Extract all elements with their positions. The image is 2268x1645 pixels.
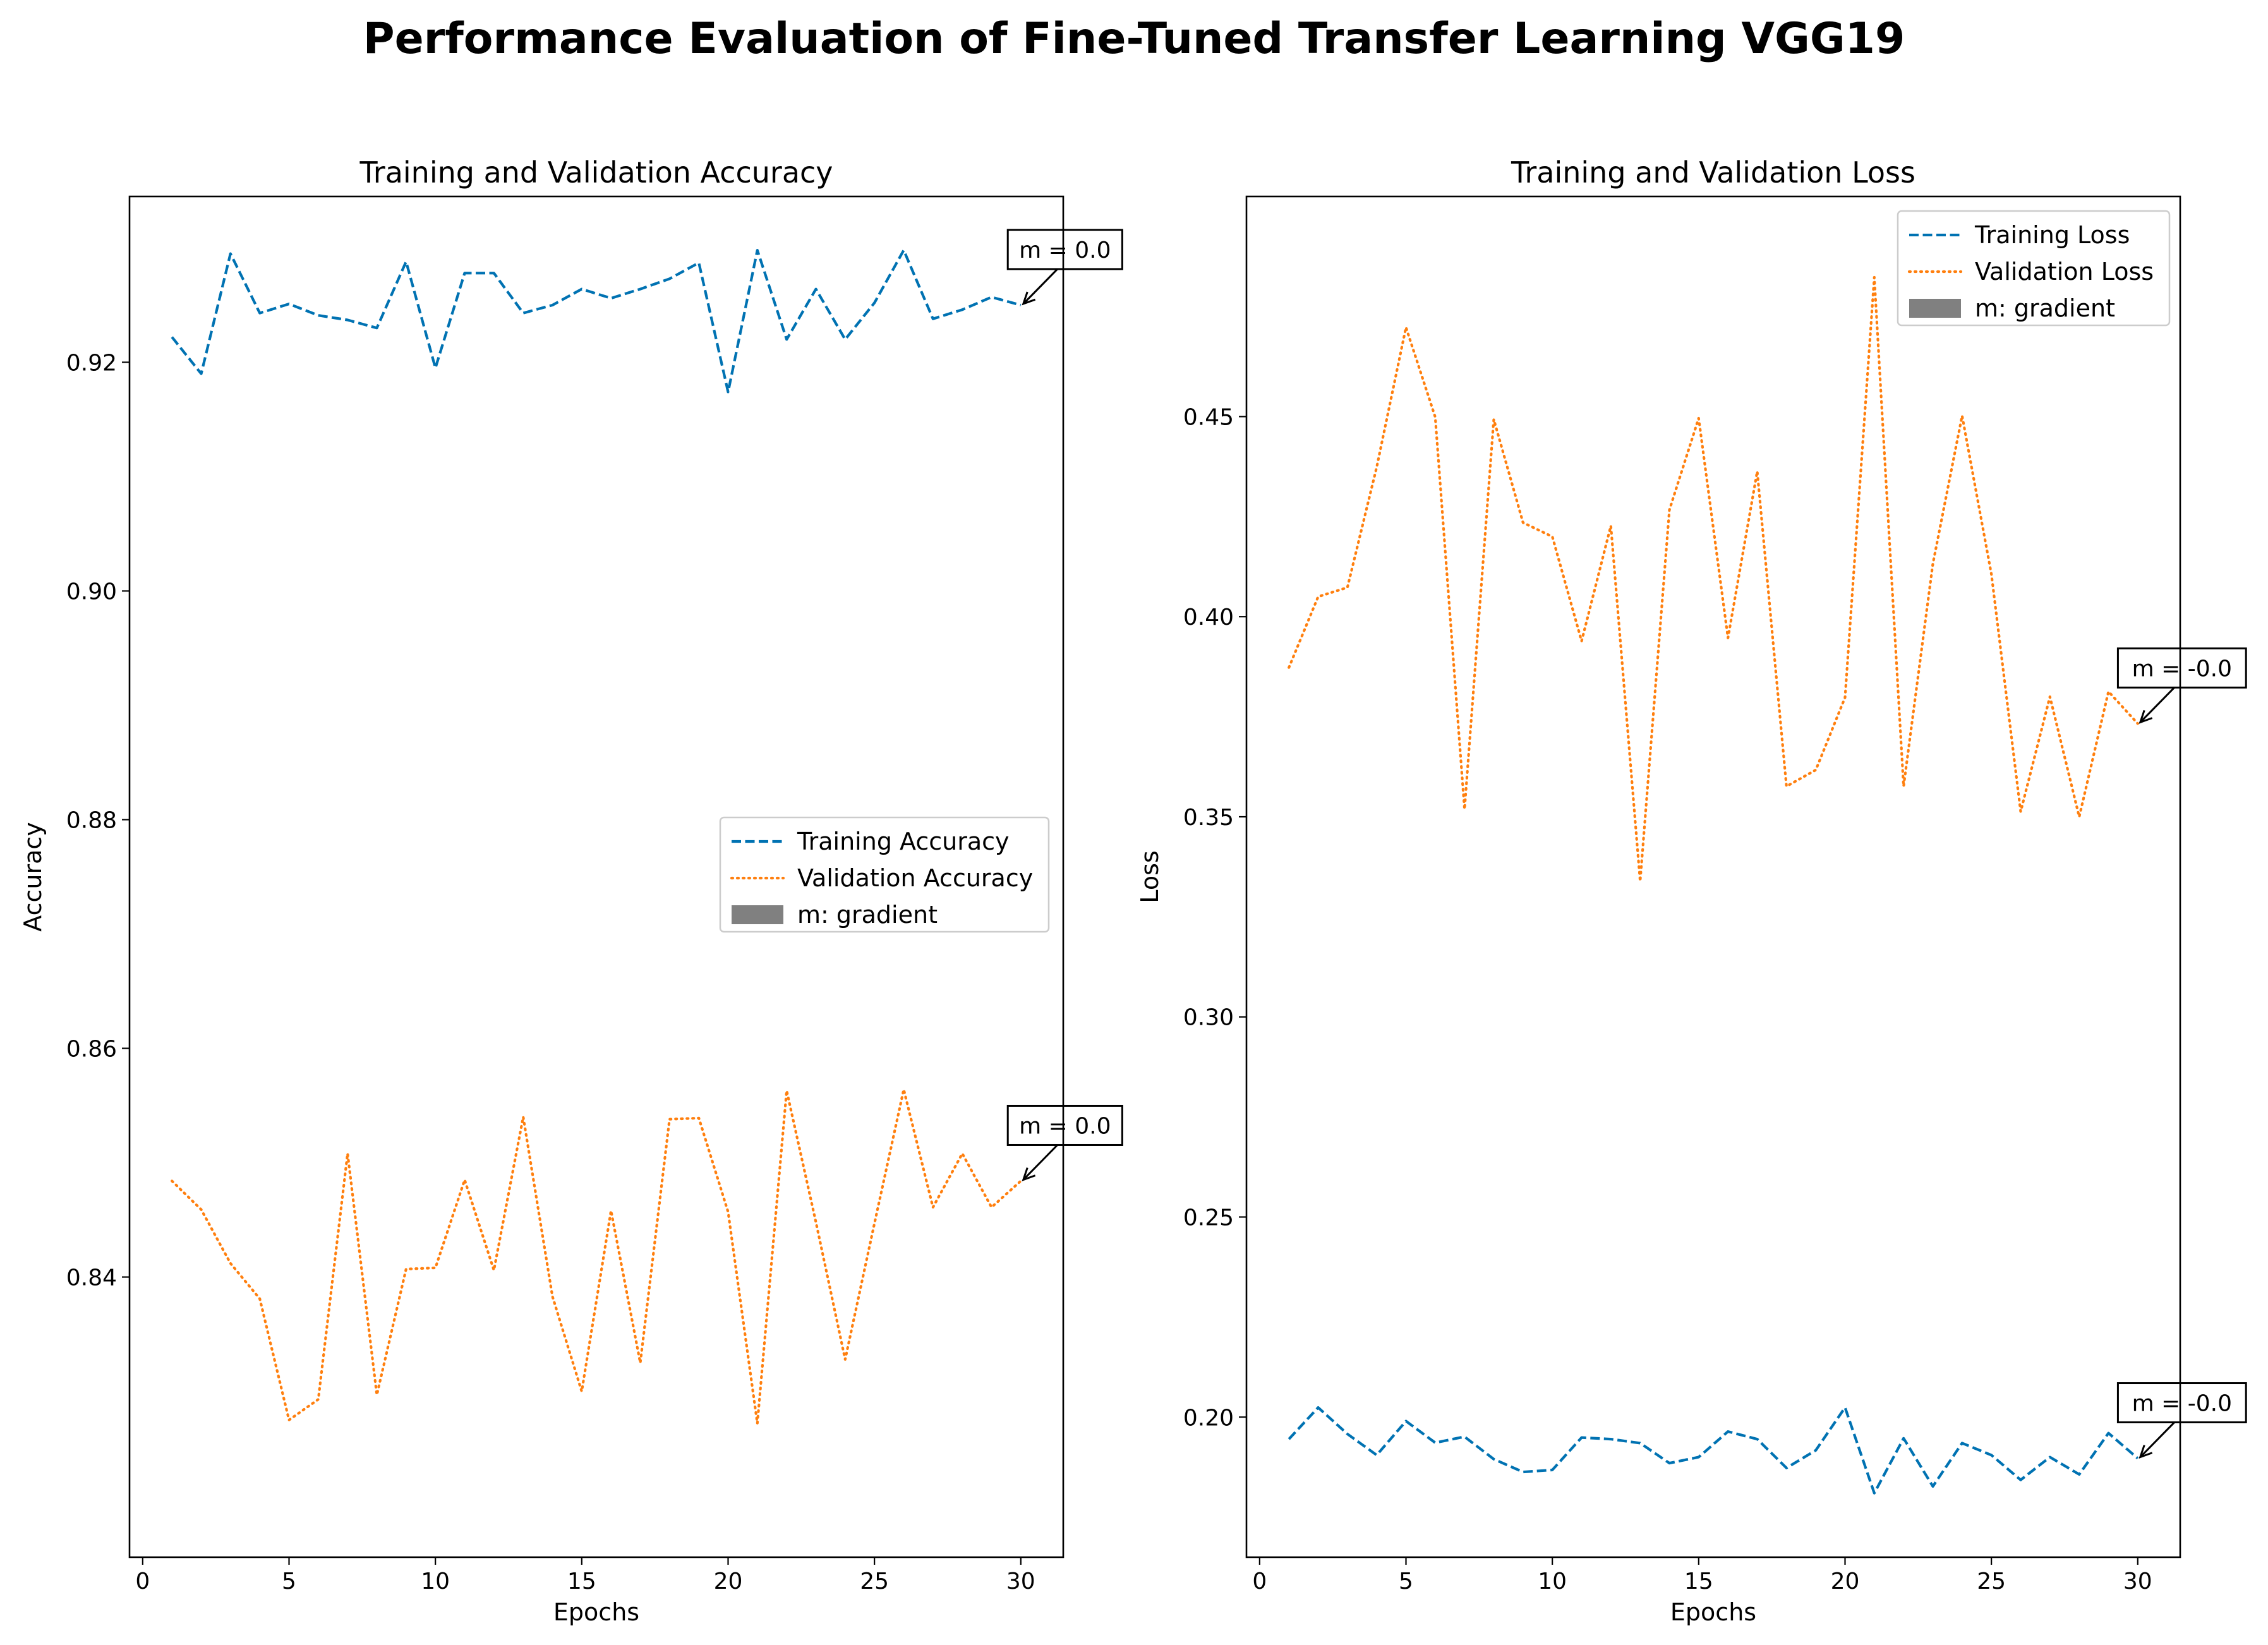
y-tick-label: 0.92 <box>66 350 117 376</box>
x-tick-label: 0 <box>135 1569 150 1594</box>
x-tick-label: 15 <box>1684 1569 1713 1594</box>
gradient-arrow-head <box>2138 709 2153 724</box>
y-tick-label: 0.30 <box>1183 1005 1234 1031</box>
x-tick-label: 10 <box>1538 1569 1567 1594</box>
gradient-annotation: m = 0.0 <box>1006 229 1123 306</box>
gradient-annotation-box <box>1006 229 1123 270</box>
x-axis-label: Epochs <box>553 1598 639 1626</box>
y-tick-label: 0.86 <box>66 1037 117 1063</box>
gradient-arrow-head <box>1022 291 1036 306</box>
x-tick-label: 10 <box>421 1569 450 1594</box>
legend-swatch-gradient <box>1909 299 1961 318</box>
axes-frame <box>1245 195 2181 1558</box>
plot-title: Training and Validation Accuracy <box>359 155 833 190</box>
plot-title: Training and Validation Loss <box>1511 155 1915 190</box>
series-line-training-loss <box>1288 1406 2139 1495</box>
x-tick-label: 15 <box>567 1569 596 1594</box>
gradient-annotation-text: m = 0.0 <box>1019 1113 1111 1139</box>
figure-suptitle: Performance Evaluation of Fine-Tuned Tra… <box>363 14 1905 64</box>
legend-label: m: gradient <box>797 901 938 929</box>
legend: Training Accuracy Validation Accuracy m: g… <box>719 816 1050 933</box>
legend-frame <box>719 816 1050 933</box>
gradient-annotation-box <box>1006 1104 1123 1146</box>
gradient-annotation: m = -0.0 <box>2116 1382 2247 1459</box>
gradient-arrow <box>1022 268 1058 305</box>
y-tick-label: 0.45 <box>1183 404 1234 430</box>
y-tick-label: 0.88 <box>66 807 117 833</box>
x-axis-label: Epochs <box>1670 1598 1756 1626</box>
x-tick-label: 0 <box>1252 1569 1267 1594</box>
y-axis-label: Loss <box>1136 850 1164 903</box>
gradient-annotation: m = -0.0 <box>2116 647 2247 724</box>
series-line-training-accuracy <box>171 249 1022 394</box>
x-tick-label: 20 <box>714 1569 743 1594</box>
gradient-arrow <box>2139 687 2175 723</box>
y-tick-label: 0.84 <box>66 1265 117 1291</box>
y-tick-label: 0.20 <box>1183 1405 1234 1431</box>
gradient-annotation-box <box>2116 1382 2247 1424</box>
legend-label: Training Loss <box>1974 221 2130 249</box>
accuracy-panel: Training and Validation Accuracy m = 0.0 m… <box>19 155 1123 1626</box>
y-tick-label: 0.90 <box>66 579 117 605</box>
gradient-annotation-text: m = 0.0 <box>1019 238 1111 263</box>
series-line-validation-accuracy <box>171 1088 1022 1425</box>
gradient-annotation-text: m = -0.0 <box>2132 1391 2232 1417</box>
gradient-annotation: m = 0.0 <box>1006 1104 1123 1181</box>
legend-label: Training Accuracy <box>797 828 1010 855</box>
loss-panel: Training and Validation Loss m = -0.0 m = … <box>1136 155 2247 1626</box>
gradient-arrow-head <box>1022 1167 1036 1181</box>
x-tick-label: 5 <box>282 1569 296 1594</box>
legend-swatch-gradient <box>732 905 783 924</box>
y-tick-label: 0.25 <box>1183 1205 1234 1231</box>
x-tick-label: 30 <box>2123 1569 2152 1594</box>
x-tick-label: 30 <box>1006 1569 1035 1594</box>
gradient-arrow <box>2139 1421 2175 1458</box>
gradient-arrow-head <box>2138 1445 2153 1459</box>
axes-frame <box>128 195 1065 1558</box>
legend: Training Loss Validation Loss m: gradient <box>1897 210 2171 327</box>
series-line-validation-loss <box>1288 275 2139 883</box>
x-tick-label: 5 <box>1399 1569 1413 1594</box>
legend-label: m: gradient <box>1975 294 2115 322</box>
gradient-annotation-text: m = -0.0 <box>2132 656 2232 682</box>
y-tick-label: 0.40 <box>1183 605 1234 630</box>
gradient-annotation-box <box>2116 647 2247 689</box>
gradient-arrow <box>1022 1144 1058 1181</box>
x-tick-label: 20 <box>1831 1569 1860 1594</box>
y-axis-label: Accuracy <box>19 822 47 932</box>
legend-frame <box>1897 210 2171 327</box>
legend-label: Validation Accuracy <box>797 864 1033 892</box>
x-tick-label: 25 <box>1977 1569 2006 1594</box>
legend-label: Validation Loss <box>1975 258 2154 286</box>
y-tick-label: 0.35 <box>1183 805 1234 831</box>
x-tick-label: 25 <box>860 1569 889 1594</box>
